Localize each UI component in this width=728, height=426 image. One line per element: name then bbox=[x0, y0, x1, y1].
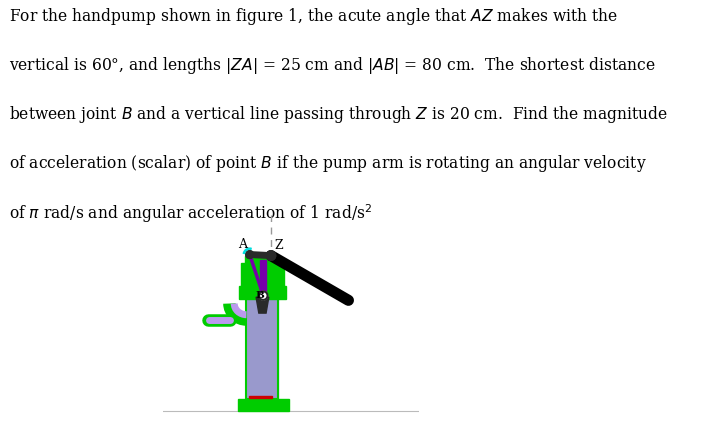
Text: of acceleration (scalar) of point $B$ if the pump arm is rotating an angular vel: of acceleration (scalar) of point $B$ if… bbox=[9, 153, 646, 174]
Bar bbox=[241, 263, 284, 286]
Bar bbox=[247, 297, 278, 400]
Circle shape bbox=[266, 251, 276, 260]
Text: A: A bbox=[238, 238, 247, 250]
Text: For the handpump shown in figure 1, the acute angle that $AZ$ makes with the: For the handpump shown in figure 1, the … bbox=[9, 6, 618, 27]
Bar bbox=[238, 400, 289, 411]
Text: vertical is 60°, and lengths $|ZA|$ = 25 cm and $|AB|$ = 80 cm.  The shortest di: vertical is 60°, and lengths $|ZA|$ = 25… bbox=[9, 55, 655, 76]
Text: Z: Z bbox=[274, 239, 282, 252]
Polygon shape bbox=[256, 297, 269, 313]
Circle shape bbox=[259, 291, 268, 300]
Bar bbox=[248, 395, 272, 398]
Bar bbox=[247, 297, 278, 400]
Bar bbox=[239, 287, 286, 299]
Text: between joint $B$ and a vertical line passing through $Z$ is 20 cm.  Find the ma: between joint $B$ and a vertical line pa… bbox=[9, 104, 668, 125]
Bar bbox=[245, 256, 280, 263]
Text: B: B bbox=[256, 291, 264, 300]
Circle shape bbox=[246, 250, 253, 258]
Circle shape bbox=[266, 251, 276, 260]
Circle shape bbox=[246, 250, 253, 258]
Bar bbox=[261, 260, 266, 297]
Text: of $\pi$ rad/s and angular acceleration of 1 rad/s$^2$: of $\pi$ rad/s and angular acceleration … bbox=[9, 202, 372, 225]
